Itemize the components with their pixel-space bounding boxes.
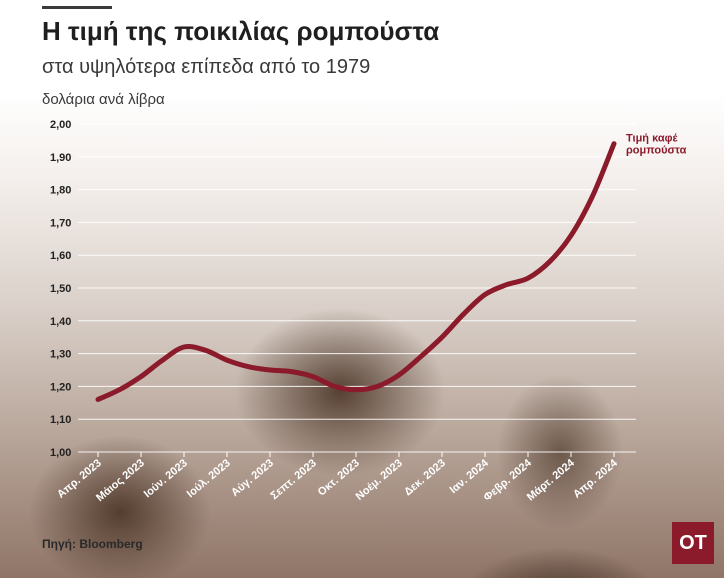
- series-label: Τιμή καφέ ρομπούστα: [626, 133, 687, 157]
- x-tick-label: Ιαν. 2024: [448, 457, 492, 497]
- y-tick-label: 1,00: [50, 447, 71, 459]
- x-tick-label: Δεκ. 2023: [402, 457, 448, 498]
- y-tick-label: 1,40: [50, 316, 71, 328]
- series-line: [95, 141, 617, 402]
- header-area: [0, 0, 724, 92]
- y-tick-label: 1,60: [50, 250, 71, 262]
- header-accent-line: [42, 6, 112, 9]
- y-tick-label: 1,20: [50, 381, 71, 393]
- chart-title: Η τιμή της ποικιλίας ρομπούστα: [42, 16, 440, 46]
- x-tick-label: Μάρτ. 2024: [525, 457, 578, 504]
- y-tick-label: 2,00: [50, 119, 71, 131]
- x-tick-label: Ιούλ. 2023: [185, 457, 233, 500]
- series-label-line: Τιμή καφέ: [626, 133, 678, 145]
- series-label-line: ρομπούστα: [626, 145, 687, 157]
- brand-logo: OT: [672, 522, 714, 564]
- y-tick-label: 1,10: [50, 414, 71, 426]
- x-tick-label: Σεπτ. 2023: [269, 457, 319, 502]
- y-axis-unit-label: δολάρια ανά λίβρα: [42, 91, 165, 108]
- y-tick-label: 1,70: [50, 217, 71, 229]
- x-tick-label: Ιούν. 2023: [142, 457, 190, 500]
- y-tick-label: 1,80: [50, 185, 71, 197]
- y-tick-label: 1,50: [50, 283, 71, 295]
- chart-subtitle: στα υψηλότερα επίπεδα από το 1979: [42, 56, 371, 78]
- y-tick-label: 1,30: [50, 349, 71, 361]
- y-tick-label: 1,90: [50, 152, 71, 164]
- source-note: Πηγή: Bloomberg: [42, 537, 143, 551]
- x-tick-label: Απρ. 2024: [571, 457, 621, 501]
- x-tick-label: Νοέμ. 2023: [354, 457, 405, 503]
